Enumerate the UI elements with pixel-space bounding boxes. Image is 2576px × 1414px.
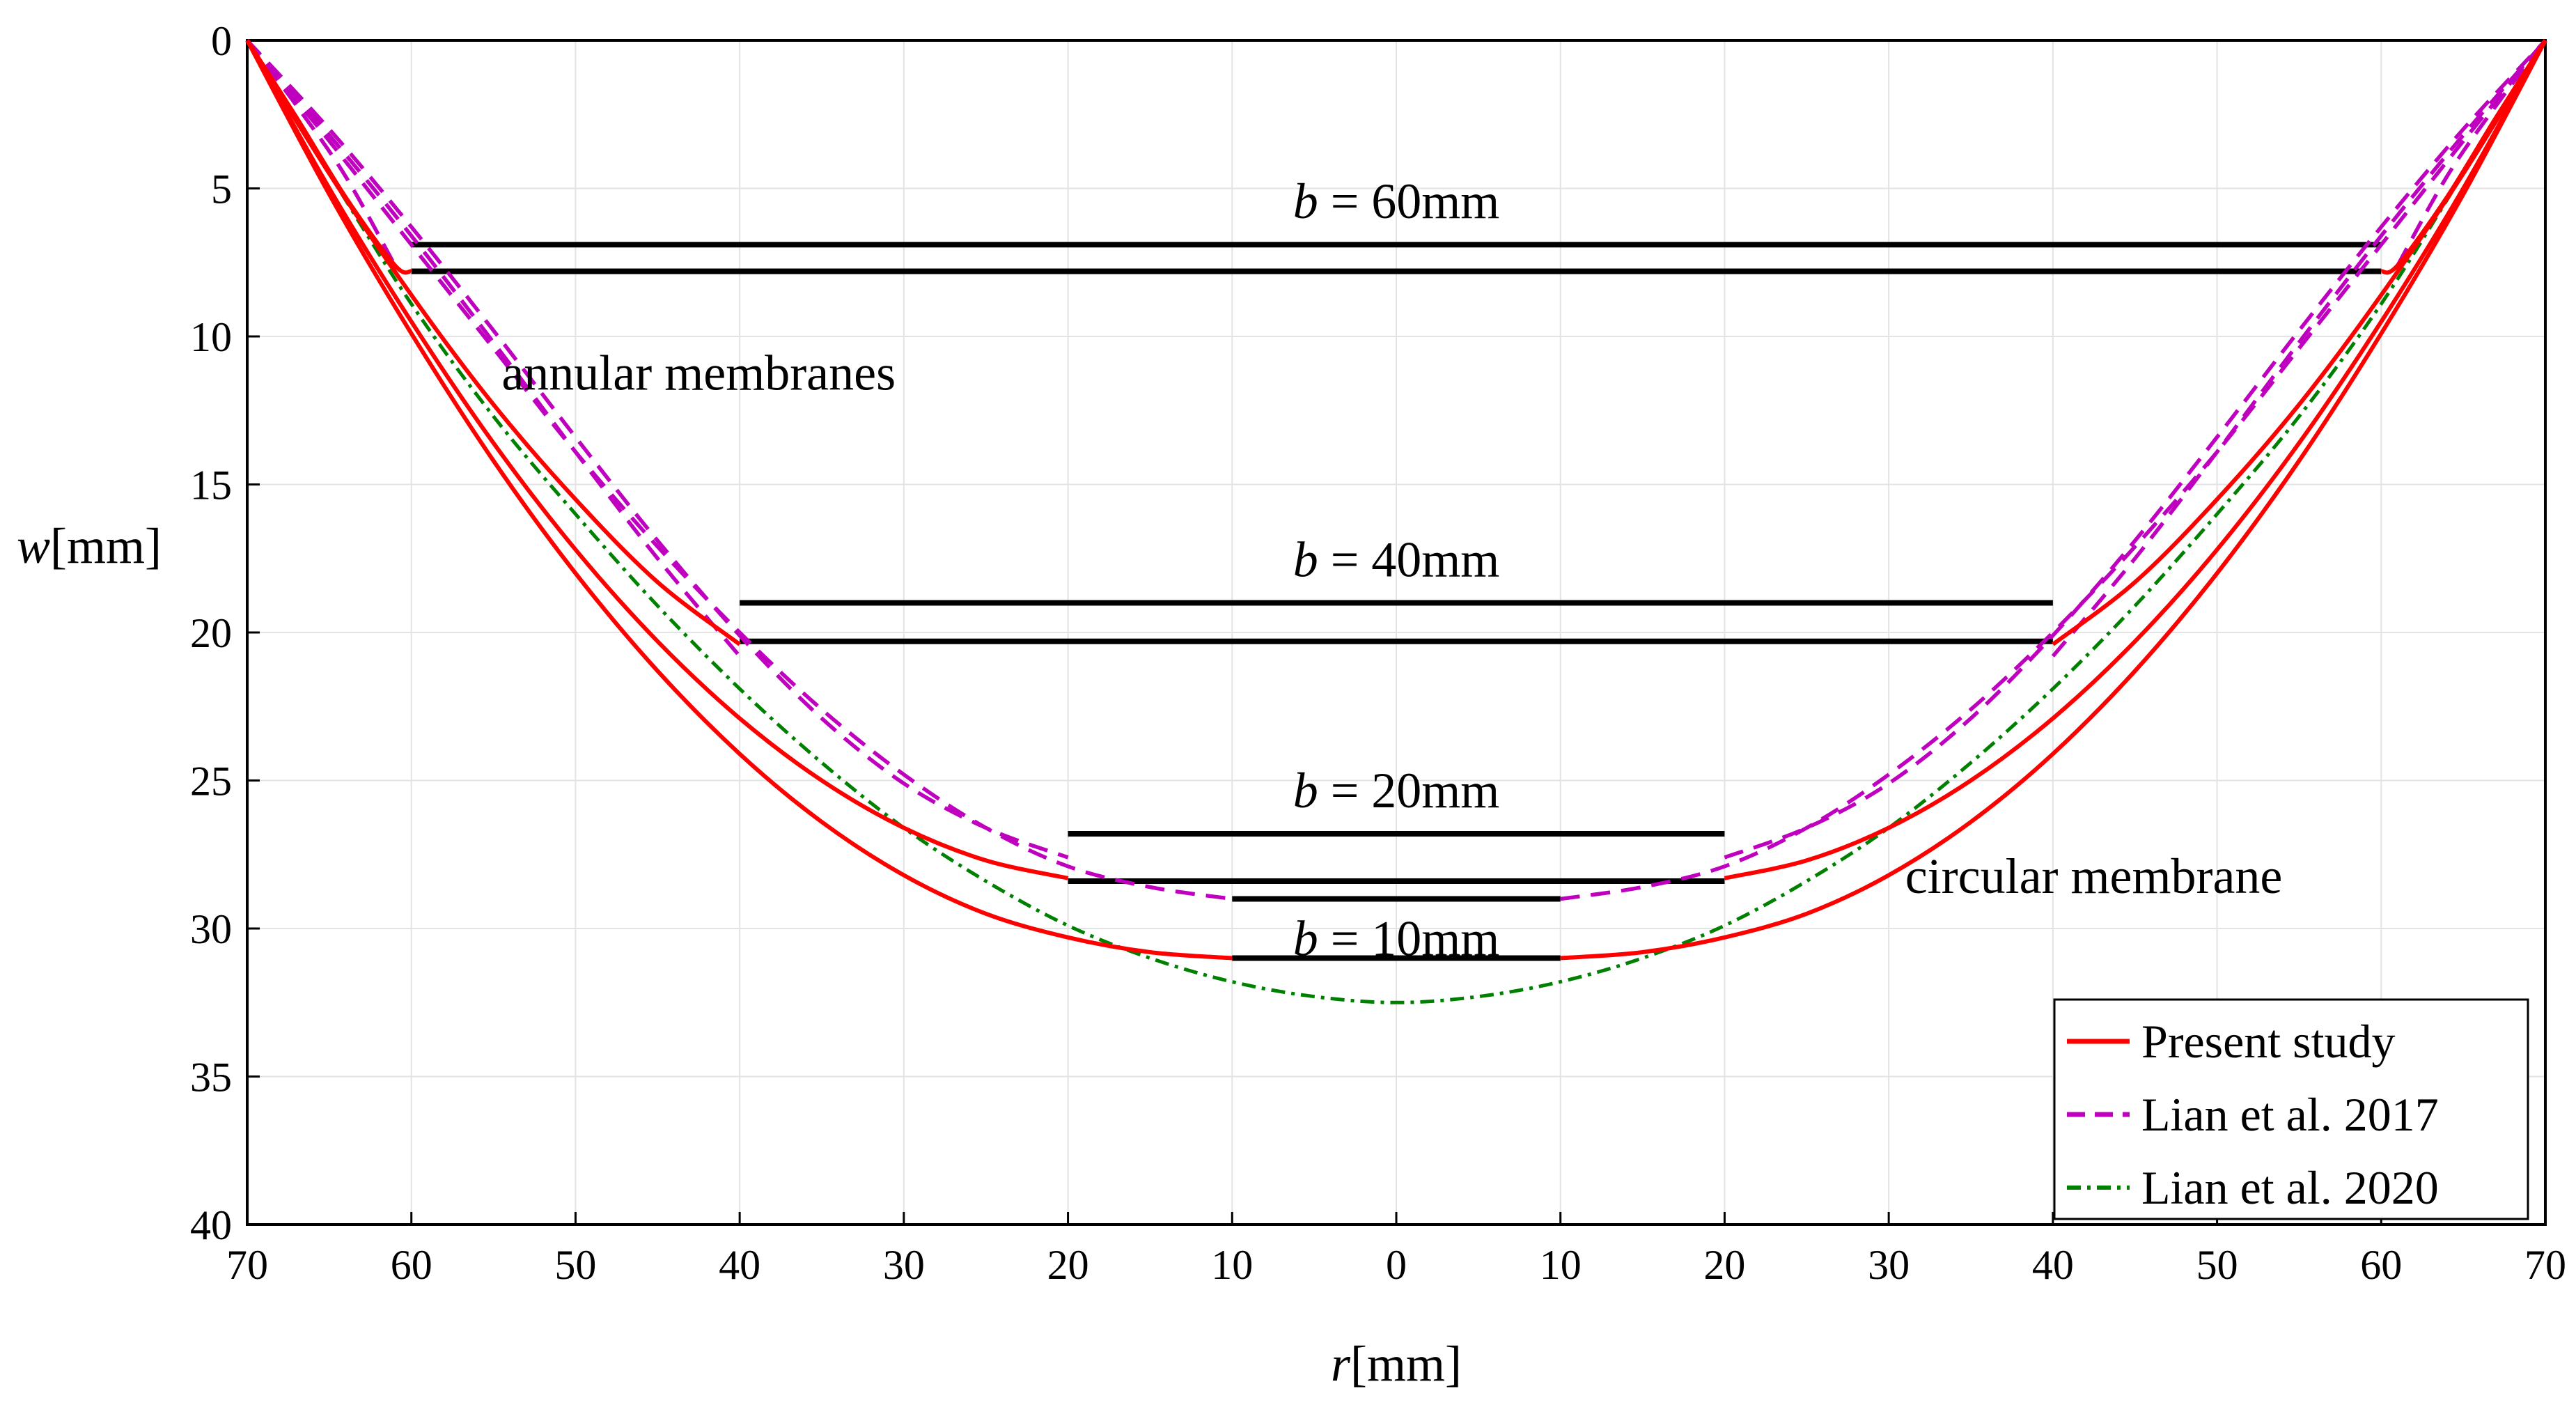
y-tick-label: 5 (211, 166, 232, 212)
series-line-present-study (245, 39, 741, 646)
legend: Present study Lian et al. 2017 Lian et a… (2053, 998, 2529, 1220)
y-tick-label: 25 (190, 759, 232, 805)
data-series (245, 39, 2547, 1004)
legend-label-lian-2017: Lian et al. 2017 (2141, 1088, 2439, 1141)
y-tick-label: 10 (190, 314, 232, 360)
y-tick-label: 20 (190, 610, 232, 656)
x-tick-label: 60 (2360, 1242, 2402, 1288)
region-annotation: annular membranes (501, 345, 896, 401)
b-width-annotation: b = 60mm (1293, 173, 1500, 229)
y-axis-label-unit: [mm] (50, 518, 162, 574)
series-line-lian-et-al-2017 (245, 39, 1233, 901)
x-tick-label: 60 (391, 1242, 432, 1288)
legend-label-present-study: Present study (2141, 1015, 2396, 1068)
annotation-var: b (1293, 173, 1318, 229)
annotation-text: = 20mm (1318, 763, 1500, 818)
inner-edge-lines (411, 242, 2382, 961)
x-tick-label: 40 (2032, 1242, 2074, 1288)
b-width-annotation: b = 20mm (1293, 763, 1500, 818)
x-tick-label: 50 (554, 1242, 596, 1288)
annotation-var: b (1293, 763, 1318, 818)
series-line-present-study (1724, 39, 2547, 880)
y-tick-label: 15 (190, 463, 232, 508)
x-tick-label: 50 (2196, 1242, 2238, 1288)
series-line-present-study (245, 39, 1233, 961)
x-tick-label: 0 (1386, 1242, 1407, 1288)
series-line-lian-et-al-2017 (2051, 39, 2547, 658)
x-axis-label-unit: [mm] (1350, 1336, 1462, 1392)
annotation-text: = 10mm (1318, 910, 1500, 966)
region-annotation: circular membrane (1905, 848, 2283, 904)
series-line-lian-et-al-2020 (245, 39, 2547, 1004)
tick-labels: 70 60 50 40 30 20 10 0 10 20 30 40 50 60 70 0 5 10 15 20 25 3… (190, 18, 2566, 1288)
y-tick-label: 0 (211, 18, 232, 64)
x-axis-label: r[mm] (1331, 1336, 1462, 1392)
x-tick-label: 20 (1703, 1242, 1745, 1288)
annotation-var: b (1293, 910, 1318, 966)
legend-label-lian-2020: Lian et al. 2020 (2141, 1161, 2439, 1214)
legend-box (2053, 998, 2529, 1220)
series-line-lian-et-al-2017 (1560, 39, 2547, 901)
annotation-text: = 40mm (1318, 531, 1500, 587)
y-tick-label: 35 (190, 1055, 232, 1101)
b-width-annotation: b = 10mm (1293, 910, 1500, 966)
series-line-present-study (2052, 39, 2547, 646)
y-axis-label-var: w (17, 518, 50, 574)
annotation-var: b (1293, 531, 1318, 587)
x-tick-label: 30 (883, 1242, 925, 1288)
x-tick-label: 70 (2524, 1242, 2566, 1288)
x-tick-label: 10 (1211, 1242, 1253, 1288)
y-tick-label: 40 (190, 1202, 232, 1248)
series-line-lian-et-al-2017 (245, 39, 1069, 860)
x-tick-label: 70 (226, 1242, 268, 1288)
annotation-text: = 60mm (1318, 173, 1500, 229)
x-tick-label: 40 (719, 1242, 760, 1288)
x-tick-label: 10 (1540, 1242, 1582, 1288)
plot-area-frame (246, 39, 2547, 1226)
y-tick-label: 30 (190, 906, 232, 952)
x-axis-label-var: r (1331, 1336, 1351, 1392)
series-line-present-study (245, 39, 1069, 880)
x-tick-label: 20 (1047, 1242, 1089, 1288)
series-line-lian-et-al-2017 (245, 39, 742, 658)
series-line-present-study (1560, 39, 2547, 961)
y-axis-label: w[mm] (17, 518, 162, 574)
x-tick-label: 30 (1868, 1242, 1910, 1288)
b-width-annotation: b = 40mm (1293, 531, 1500, 587)
series-line-lian-et-al-2017 (1724, 39, 2547, 860)
